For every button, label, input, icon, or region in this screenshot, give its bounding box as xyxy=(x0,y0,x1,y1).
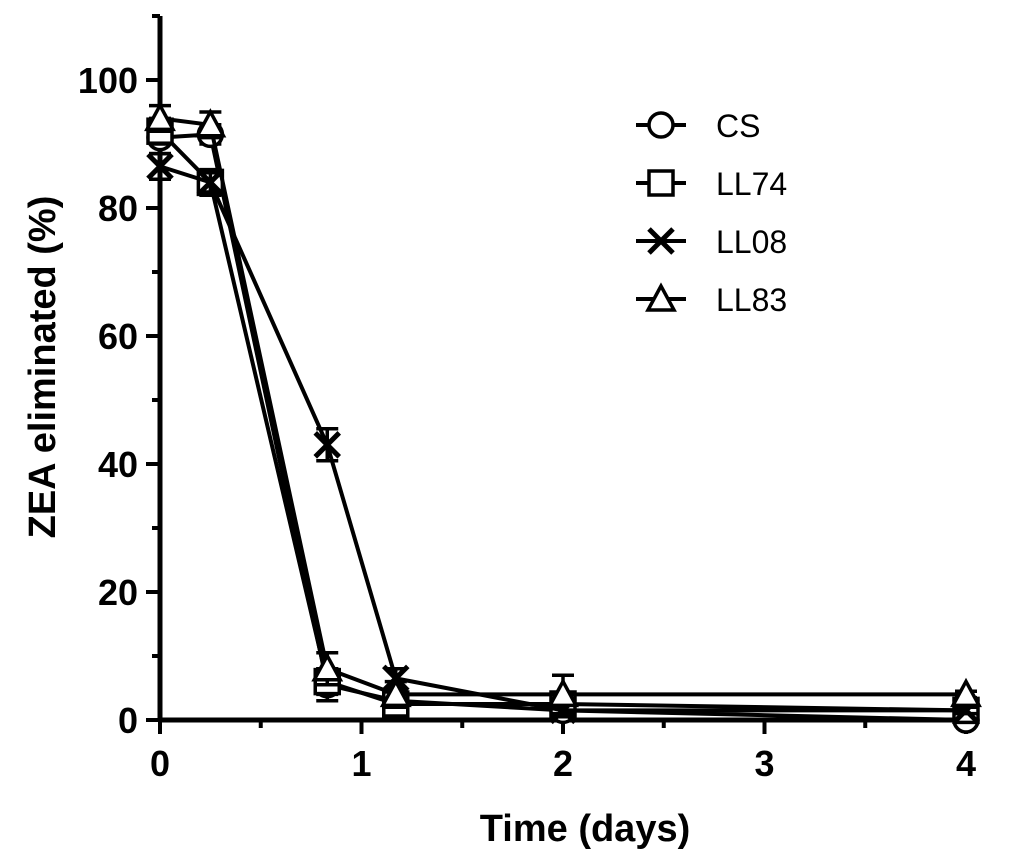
data-point-ll83 xyxy=(311,652,344,682)
series-cs xyxy=(146,119,980,734)
legend-marker-ll83 xyxy=(645,282,677,312)
legend-item-cs: CS xyxy=(636,108,760,144)
legend-marker-ll74 xyxy=(647,169,675,197)
x-tick-label: 2 xyxy=(553,743,573,784)
y-axis-title: ZEA eliminated (%) xyxy=(22,196,64,539)
y-tick-label: 40 xyxy=(98,444,138,485)
x-marker-stroke xyxy=(313,431,342,459)
series-line-cs xyxy=(159,132,967,722)
data-point-ll83 xyxy=(144,101,176,132)
y-tick-label: 100 xyxy=(78,60,138,101)
series-line-ll08 xyxy=(159,164,966,713)
y-tick-label: 0 xyxy=(118,700,138,741)
legend-item-ll74: LL74 xyxy=(636,166,787,202)
series-line-ll74 xyxy=(158,129,967,713)
legend-label-ll74: LL74 xyxy=(716,166,787,202)
series-line-ll83 xyxy=(159,116,966,697)
x-marker-stroke xyxy=(647,227,675,255)
data-point-ll83 xyxy=(194,108,227,138)
y-tick-label: 80 xyxy=(98,188,138,229)
x-tick-label: 3 xyxy=(754,743,774,784)
data-point-ll83 xyxy=(547,677,579,708)
legend-marker-ll08 xyxy=(647,227,675,255)
legend-label-ll83: LL83 xyxy=(716,282,787,318)
legend-label-cs: CS xyxy=(716,108,760,144)
plot-area xyxy=(144,101,982,734)
legend: CS LL74 LL08 LL83 xyxy=(636,108,787,318)
x-tick-label: 1 xyxy=(351,743,371,784)
legend-item-ll83: LL83 xyxy=(636,282,787,318)
legend-item-ll08: LL08 xyxy=(636,224,787,260)
x-axis: 0 1 2 3 4 xyxy=(150,717,976,784)
x-axis-title: Time (days) xyxy=(480,808,690,850)
legend-marker-cs xyxy=(647,111,675,139)
y-axis: 0 20 40 60 80 100 xyxy=(78,14,163,741)
y-tick-label: 60 xyxy=(98,316,138,357)
data-point-ll83 xyxy=(379,677,412,708)
y-tick-label: 20 xyxy=(98,572,138,613)
data-point-ll08 xyxy=(196,168,225,197)
x-marker-stroke xyxy=(196,168,225,197)
series-ll08 xyxy=(146,151,980,725)
x-tick-label: 0 xyxy=(150,743,170,784)
data-point-ll83 xyxy=(950,677,982,708)
x-marker-stroke xyxy=(146,152,174,181)
legend-label-ll08: LL08 xyxy=(716,224,787,260)
x-tick-label: 4 xyxy=(956,743,976,784)
series-ll83 xyxy=(144,101,982,716)
data-point-ll08 xyxy=(313,431,342,459)
data-point-ll08 xyxy=(146,152,174,181)
